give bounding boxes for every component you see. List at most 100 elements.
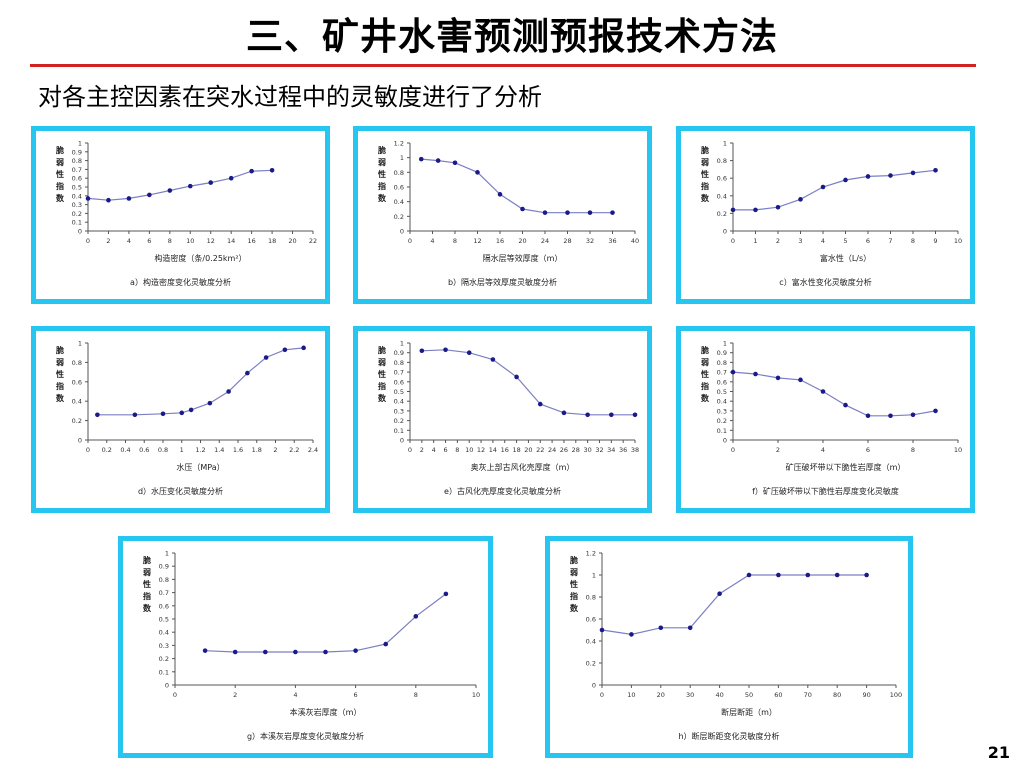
y-tick-label: 0.9 xyxy=(717,349,727,357)
y-tick-label: 1.2 xyxy=(394,140,404,148)
y-tick-label: 0.8 xyxy=(72,157,82,165)
x-axis-label: 隔水层等效厚度（m） xyxy=(483,253,563,263)
data-point xyxy=(753,207,758,213)
data-point xyxy=(933,167,938,173)
x-tick-label: 2 xyxy=(106,237,110,245)
data-point xyxy=(820,389,826,394)
chart-caption: f）矿压破坏带以下脆性岩厚度变化灵敏度 xyxy=(752,486,899,496)
y-axis-label: 脆弱性指数 xyxy=(142,555,152,613)
data-point xyxy=(805,572,811,578)
data-point xyxy=(629,632,634,637)
y-tick-label: 0.1 xyxy=(717,427,727,435)
x-tick-label: 0 xyxy=(731,446,735,454)
x-tick-label: 14 xyxy=(489,446,497,454)
x-tick-label: 16 xyxy=(501,446,509,454)
y-tick-label: 0 xyxy=(78,437,82,445)
chart-caption: c）富水性变化灵敏度分析 xyxy=(779,277,871,287)
x-tick-label: 12 xyxy=(207,237,215,245)
x-tick-label: 32 xyxy=(595,446,603,454)
data-point xyxy=(687,625,693,631)
y-tick-label: 1.2 xyxy=(586,550,596,558)
data-point xyxy=(610,210,615,215)
y-tick-label: 0.2 xyxy=(586,660,596,668)
data-point xyxy=(834,572,840,578)
data-point xyxy=(542,210,548,215)
series-line xyxy=(421,349,635,416)
data-point xyxy=(106,197,111,203)
y-tick-label: 0.2 xyxy=(394,417,404,425)
data-point xyxy=(418,156,424,162)
x-tick-label: 2.4 xyxy=(308,446,318,454)
data-point xyxy=(561,410,567,416)
data-point xyxy=(245,370,250,376)
x-tick-label: 4 xyxy=(430,237,434,245)
x-tick-label: 0 xyxy=(408,446,412,454)
data-point xyxy=(865,174,871,179)
y-tick-label: 0.3 xyxy=(394,407,404,415)
chart-panel-c: 0 0.2 0.4 0.6 0.8 1 0 1 2 3 4 5 6 7 8 9 10 脆弱性指数 富水性（L/s） c… xyxy=(676,126,975,304)
x-tick-label: 18 xyxy=(268,237,276,245)
series-line xyxy=(601,574,867,636)
x-tick-label: 8 xyxy=(414,691,418,699)
x-tick-label: 20 xyxy=(657,691,665,699)
x-tick-label: 20 xyxy=(288,237,296,245)
data-point xyxy=(85,196,91,201)
data-point xyxy=(419,348,425,354)
y-axis-label: 脆弱性指数 xyxy=(700,345,710,403)
y-tick-label: 0.6 xyxy=(394,184,404,192)
x-tick-label: 2 xyxy=(776,446,780,454)
data-point xyxy=(466,350,472,355)
y-tick-label: 0.6 xyxy=(159,602,169,610)
x-tick-label: 0 xyxy=(600,691,604,699)
data-point xyxy=(775,204,781,210)
x-tick-label: 20 xyxy=(518,237,526,245)
data-point xyxy=(599,627,605,633)
x-tick-label: 22 xyxy=(536,446,544,454)
data-point xyxy=(226,389,231,394)
y-axis-label: 脆弱性指数 xyxy=(700,145,710,203)
data-point xyxy=(730,207,736,213)
y-tick-label: 0.4 xyxy=(717,398,727,406)
y-tick-label: 1 xyxy=(400,154,404,162)
chart-panel-g: 0 0.1 0.2 0.3 0.4 0.5 0.6 0.7 0.8 0.9 1 0 2 4 6 8 10 脆弱性指… xyxy=(118,536,493,758)
x-tick-label: 4 xyxy=(432,446,436,454)
y-tick-label: 0.1 xyxy=(159,668,169,676)
series-line xyxy=(97,347,304,416)
data-point xyxy=(609,412,614,418)
data-point xyxy=(263,355,269,360)
x-tick-label: 8 xyxy=(911,446,915,454)
data-point xyxy=(933,408,938,414)
series-line xyxy=(421,158,613,214)
y-tick-label: 1 xyxy=(400,340,404,348)
x-tick-label: 28 xyxy=(563,237,571,245)
x-tick-label: 10 xyxy=(954,446,962,454)
y-tick-label: 0.4 xyxy=(394,398,404,406)
y-tick-label: 0.8 xyxy=(159,576,169,584)
chart-panel-a: 0 0.1 0.2 0.3 0.4 0.5 0.6 0.7 0.8 0.9 1 0 2 4 6 8 10 12 14… xyxy=(31,126,330,304)
data-point xyxy=(282,347,288,353)
chart-svg: 0 0.2 0.4 0.6 0.8 1 0 0.2 0.4 0.6 0.8 1 1.2 1.4 1.6 1.8… xyxy=(55,340,318,497)
data-point xyxy=(746,572,752,578)
y-tick-label: 0 xyxy=(400,228,404,236)
y-tick-label: 0.7 xyxy=(717,369,727,377)
data-point xyxy=(383,641,389,647)
chart-panel-b: 0 0.2 0.4 0.6 0.8 1 1.2 0 4 8 12 16 20 24 28 32 36 40 脆弱性指… xyxy=(353,126,652,304)
x-tick-label: 10 xyxy=(954,237,962,245)
x-tick-label: 8 xyxy=(453,237,457,245)
data-point xyxy=(443,347,448,353)
y-tick-label: 0.8 xyxy=(717,359,727,367)
chart-svg: 00.10.20.30.40.50.60.70.80.910 2 4 6 8 10 12 14… xyxy=(55,140,317,288)
x-tick-label: 3 xyxy=(798,237,802,245)
y-axis-label: 脆弱性指数 xyxy=(55,145,65,203)
chart-caption: d）水压变化灵敏度分析 xyxy=(138,486,223,496)
x-tick-label: 16 xyxy=(247,237,255,245)
chart-svg: 00.10.20.30.40.50.60.70.80.910 2 4 6 8 10脆弱性指… xyxy=(700,340,962,497)
y-axis-label: 脆弱性指数 xyxy=(569,555,579,613)
data-point xyxy=(865,413,871,419)
x-tick-label: 4 xyxy=(293,691,297,699)
x-tick-label: 0 xyxy=(86,237,90,245)
chart-caption: b）隔水层等效厚度灵敏度分析 xyxy=(448,277,557,287)
x-tick-label: 2 xyxy=(776,237,780,245)
y-tick-label: 0.1 xyxy=(72,219,82,227)
data-point xyxy=(490,357,496,362)
